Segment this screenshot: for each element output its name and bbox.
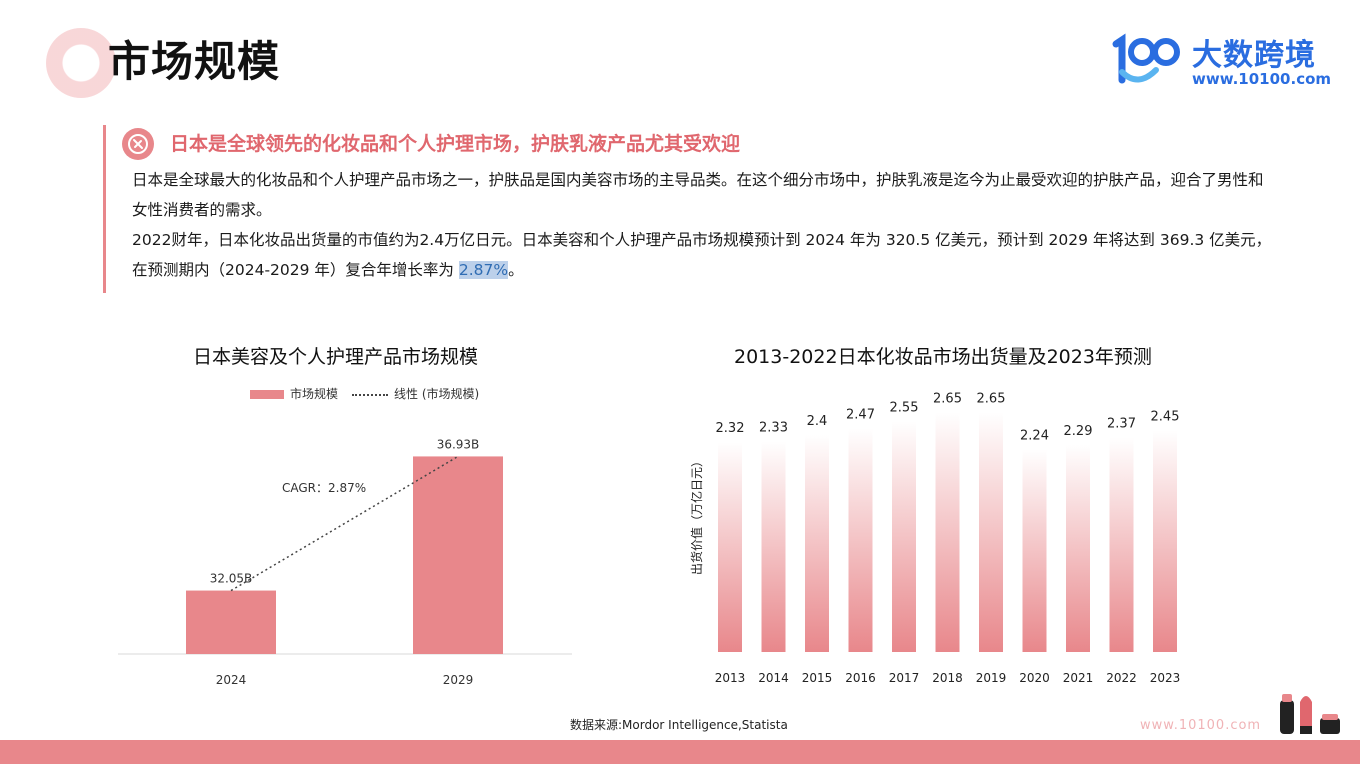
- chart2-data-label-2023: 2.45: [1151, 409, 1180, 424]
- summary-section: 日本是全球领先的化妆品和个人护理市场，护肤乳液产品尤其受欢迎 日本是全球最大的化…: [103, 125, 1286, 293]
- chart2-data-label-2015: 2.4: [807, 414, 828, 429]
- chart1-data-label-2029: 36.93B: [437, 437, 480, 451]
- chart2-data-label-2022: 2.37: [1107, 417, 1136, 432]
- chart2-bar-2013: [718, 442, 742, 652]
- page-title: 市场规模: [108, 37, 281, 86]
- chart1-title: 日本美容及个人护理产品市场规模: [193, 346, 479, 368]
- chart2-data-label-2019: 2.65: [977, 391, 1006, 406]
- footer-bar: [0, 740, 1360, 764]
- paragraph-2-end: 。: [508, 261, 524, 279]
- chart2-bar-2020: [1022, 449, 1047, 652]
- chart2-title: 2013-2022日本化妆品市场出货量及2023年预测: [734, 346, 1152, 368]
- title-decoration-ring: [46, 28, 116, 98]
- chart2-bar-2014: [761, 441, 786, 652]
- chart2-tick-2023: 2023: [1150, 671, 1181, 685]
- chart1-tick-2024: 2024: [216, 673, 247, 687]
- cagr-highlight: 2.87%: [458, 261, 509, 279]
- chart2-data-label-2016: 2.47: [846, 408, 875, 423]
- chart2-data-label-2013: 2.32: [716, 421, 745, 436]
- chart1-tick-2029: 2029: [443, 673, 474, 687]
- section-heading: 日本是全球领先的化妆品和个人护理市场，护肤乳液产品尤其受欢迎: [170, 133, 741, 155]
- logo-url: www.10100.com: [1192, 70, 1332, 88]
- chart2-tick-2015: 2015: [802, 671, 833, 685]
- chart2-bar-2015: [805, 434, 829, 652]
- chart2-bar-2022: [1109, 437, 1134, 652]
- cosmetics-icon: [1280, 694, 1340, 734]
- logo-name: 大数跨境: [1192, 38, 1316, 73]
- legend-swatch-market: [250, 390, 284, 399]
- brand-logo[interactable]: 大数跨境 www.10100.com: [1108, 30, 1332, 90]
- chart2-bar-2017: [892, 421, 916, 652]
- chart2-bar-2023: [1153, 430, 1177, 652]
- paragraph-2: 2022财年，日本化妆品出货量的市值约为2.4万亿日元。日本美容和个人护理产品市…: [132, 225, 1272, 285]
- chart2-tick-2017: 2017: [889, 671, 920, 685]
- logo-mark-icon: [1112, 33, 1180, 84]
- chart2-bar-2021: [1066, 444, 1090, 652]
- data-source-note: 数据来源:Mordor Intelligence,Statista: [570, 718, 788, 732]
- chart2-tick-2018: 2018: [932, 671, 963, 685]
- chart2-data-label-2014: 2.33: [759, 420, 788, 435]
- chart2-tick-2021: 2021: [1063, 671, 1094, 685]
- chart2-data-label-2017: 2.55: [890, 400, 919, 415]
- chart1-bar-2029: [413, 456, 503, 654]
- paragraph-2-text: 2022财年，日本化妆品出货量的市值约为2.4万亿日元。日本美容和个人护理产品市…: [132, 231, 1272, 279]
- chart2-data-label-2018: 2.65: [933, 391, 962, 406]
- chart2-bar-2016: [848, 428, 873, 652]
- chart2-data-label-2021: 2.29: [1064, 424, 1093, 439]
- chart2-shipment-value: 2.32 2013 2.33 2014 2.4 2015 2.47 2016 2.55 2017 2…: [689, 391, 1181, 685]
- legend-label-trend: 线性 (市场规模): [394, 387, 480, 401]
- lipstick-icon: [122, 128, 154, 160]
- chart2-tick-2016: 2016: [845, 671, 876, 685]
- chart1-market-size: 32.05B 2024 36.93B 2029 CAGR：2.87%: [118, 437, 572, 687]
- legend-swatch-trend: [352, 393, 389, 396]
- paragraph-1: 日本是全球最大的化妆品和个人护理产品市场之一，护肤品是国内美容市场的主导品类。在…: [132, 171, 1264, 219]
- footer-url[interactable]: www.10100.com: [1140, 718, 1262, 733]
- chart2-tick-2014: 2014: [758, 671, 789, 685]
- chart2-y-axis-label: 出货价值（万亿日元）: [689, 455, 704, 575]
- legend-label-market: 市场规模: [290, 387, 339, 401]
- chart2-bar-2019: [979, 412, 1003, 652]
- chart2-tick-2013: 2013: [715, 671, 746, 685]
- chart2-tick-2022: 2022: [1106, 671, 1137, 685]
- chart1-bar-2024: [186, 590, 276, 654]
- chart1-data-label-2024: 32.05B: [210, 572, 253, 586]
- chart2-data-label-2020: 2.24: [1020, 428, 1049, 443]
- chart2-tick-2020: 2020: [1019, 671, 1050, 685]
- chart2-bar-2018: [935, 412, 960, 652]
- chart1-cagr-annotation: CAGR：2.87%: [282, 481, 366, 495]
- chart1-legend: 市场规模 线性 (市场规模): [250, 385, 479, 402]
- chart2-tick-2019: 2019: [976, 671, 1007, 685]
- chart1-trendline: [230, 455, 459, 592]
